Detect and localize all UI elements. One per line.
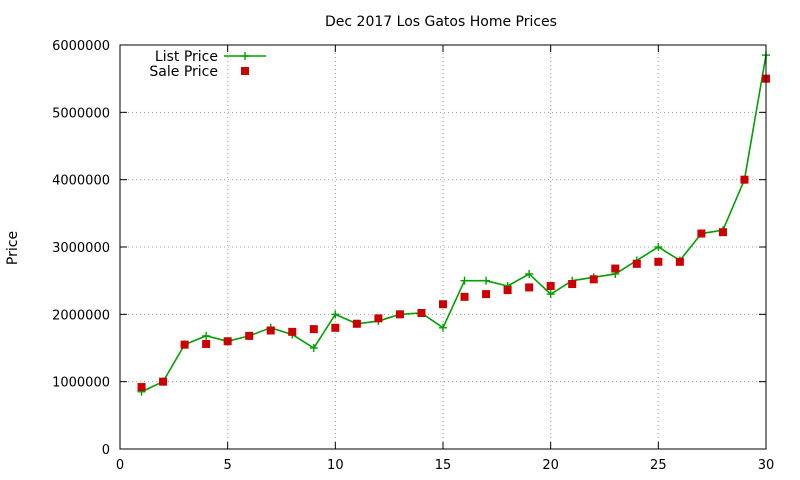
axis-ticks: 0 1000000 2000000 3000000 4000000 5000000 6000… bbox=[52, 39, 774, 473]
x-tick-label: 0 bbox=[116, 458, 124, 473]
sale-price-point bbox=[546, 282, 555, 291]
sale-price-point bbox=[460, 292, 469, 301]
legend-label-list-price: List Price bbox=[155, 49, 218, 65]
sale-price-point bbox=[288, 327, 297, 336]
y-tick-label: 6000000 bbox=[52, 39, 110, 54]
legend-label-sale-price: Sale Price bbox=[149, 64, 218, 80]
sale-price-point bbox=[223, 337, 232, 346]
x-tick-label: 15 bbox=[435, 458, 452, 473]
list-price-point bbox=[202, 331, 211, 340]
list-price-point bbox=[460, 276, 469, 285]
list-price-line bbox=[141, 54, 767, 393]
y-tick-label: 1000000 bbox=[52, 376, 110, 391]
sale-price-point bbox=[675, 257, 684, 266]
list-price-point bbox=[482, 276, 491, 285]
sale-price-point bbox=[632, 259, 641, 268]
y-axis-label: Price bbox=[5, 231, 21, 265]
list-price-point bbox=[525, 269, 534, 278]
x-tick-label: 20 bbox=[542, 458, 559, 473]
sale-price-point bbox=[309, 325, 318, 334]
sale-price-point bbox=[331, 323, 340, 332]
sale-price-point bbox=[266, 326, 275, 335]
sale-price-point bbox=[611, 264, 620, 273]
sale-price-point bbox=[503, 286, 512, 295]
chart-title: Dec 2017 Los Gatos Home Prices bbox=[325, 14, 557, 30]
y-tick-label: 0 bbox=[102, 443, 110, 458]
y-tick-label: 4000000 bbox=[52, 174, 110, 189]
list-price-point bbox=[654, 243, 663, 251]
sale-price-point bbox=[718, 228, 727, 237]
sale-price-point bbox=[159, 377, 168, 386]
plot-frame bbox=[119, 44, 767, 450]
sale-price-point bbox=[395, 310, 404, 319]
sale-price-point bbox=[697, 229, 706, 238]
y-tick-label: 2000000 bbox=[52, 308, 110, 323]
sale-price-point bbox=[439, 300, 447, 309]
x-tick-label: 10 bbox=[327, 458, 344, 473]
sale-price-point bbox=[525, 283, 534, 292]
x-tick-label: 5 bbox=[224, 458, 232, 473]
sale-price-point bbox=[740, 175, 749, 184]
list-price-point bbox=[439, 323, 447, 332]
sale-price-point bbox=[245, 331, 254, 340]
sale-price-point bbox=[589, 275, 598, 284]
list-price-point bbox=[546, 290, 555, 299]
sale-price-point bbox=[352, 319, 361, 328]
sale-price-point bbox=[374, 314, 383, 323]
legend-marker-sale-price bbox=[241, 67, 249, 75]
sale-price-point bbox=[417, 308, 426, 317]
list-price-point bbox=[309, 344, 318, 352]
sale-price-point bbox=[482, 290, 491, 299]
x-tick-label: 30 bbox=[758, 458, 775, 473]
y-tick-label: 5000000 bbox=[52, 106, 110, 121]
sale-price-point bbox=[137, 383, 146, 392]
y-tick-label: 3000000 bbox=[52, 241, 110, 256]
sale-price-point bbox=[202, 339, 211, 348]
x-tick-label: 25 bbox=[650, 458, 667, 473]
sale-price-point bbox=[654, 257, 663, 266]
sale-price-point bbox=[180, 340, 189, 349]
sale-price-point bbox=[568, 280, 577, 289]
grid-lines bbox=[120, 45, 766, 449]
list-price-point bbox=[331, 310, 340, 319]
series-layer bbox=[137, 51, 770, 396]
